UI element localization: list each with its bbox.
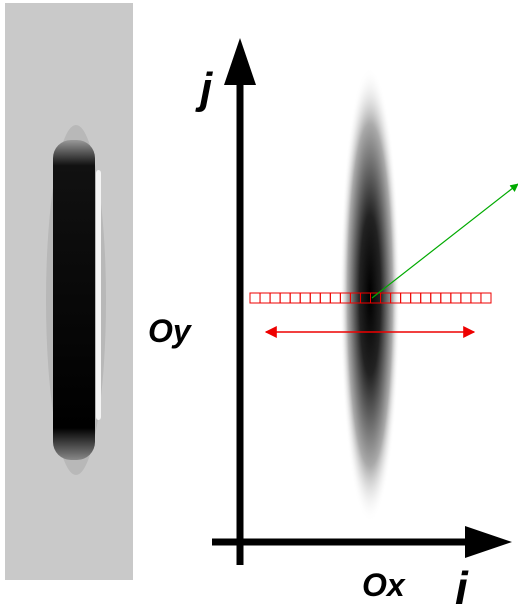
- oy-label: Oy: [148, 313, 193, 349]
- j-label: j: [195, 64, 213, 113]
- sample-row: [250, 293, 491, 303]
- diagram: j Oy Ox i: [0, 0, 518, 608]
- filter-core: [53, 140, 95, 460]
- sample-square: [250, 293, 260, 303]
- sample-square: [270, 293, 280, 303]
- page: j Oy Ox i (() => { const data = JSON.par…: [0, 0, 518, 608]
- sample-square: [421, 293, 431, 303]
- horizontal-arrowhead: [465, 526, 512, 558]
- sample-square: [290, 293, 300, 303]
- i-label: i: [455, 562, 469, 608]
- sample-square: [320, 293, 330, 303]
- sample-square: [481, 293, 491, 303]
- sample-square: [441, 293, 451, 303]
- sample-square: [280, 293, 290, 303]
- sample-square: [260, 293, 270, 303]
- sample-square: [431, 293, 441, 303]
- sample-square: [310, 293, 320, 303]
- sample-square: [461, 293, 471, 303]
- sample-square: [471, 293, 481, 303]
- ox-label: Ox: [362, 567, 406, 603]
- sample-square: [451, 293, 461, 303]
- sample-square: [401, 293, 411, 303]
- sample-square: [300, 293, 310, 303]
- sample-square: [330, 293, 340, 303]
- vertical-arrowhead: [224, 38, 256, 85]
- filter-highlight: [96, 170, 101, 420]
- sample-square: [411, 293, 421, 303]
